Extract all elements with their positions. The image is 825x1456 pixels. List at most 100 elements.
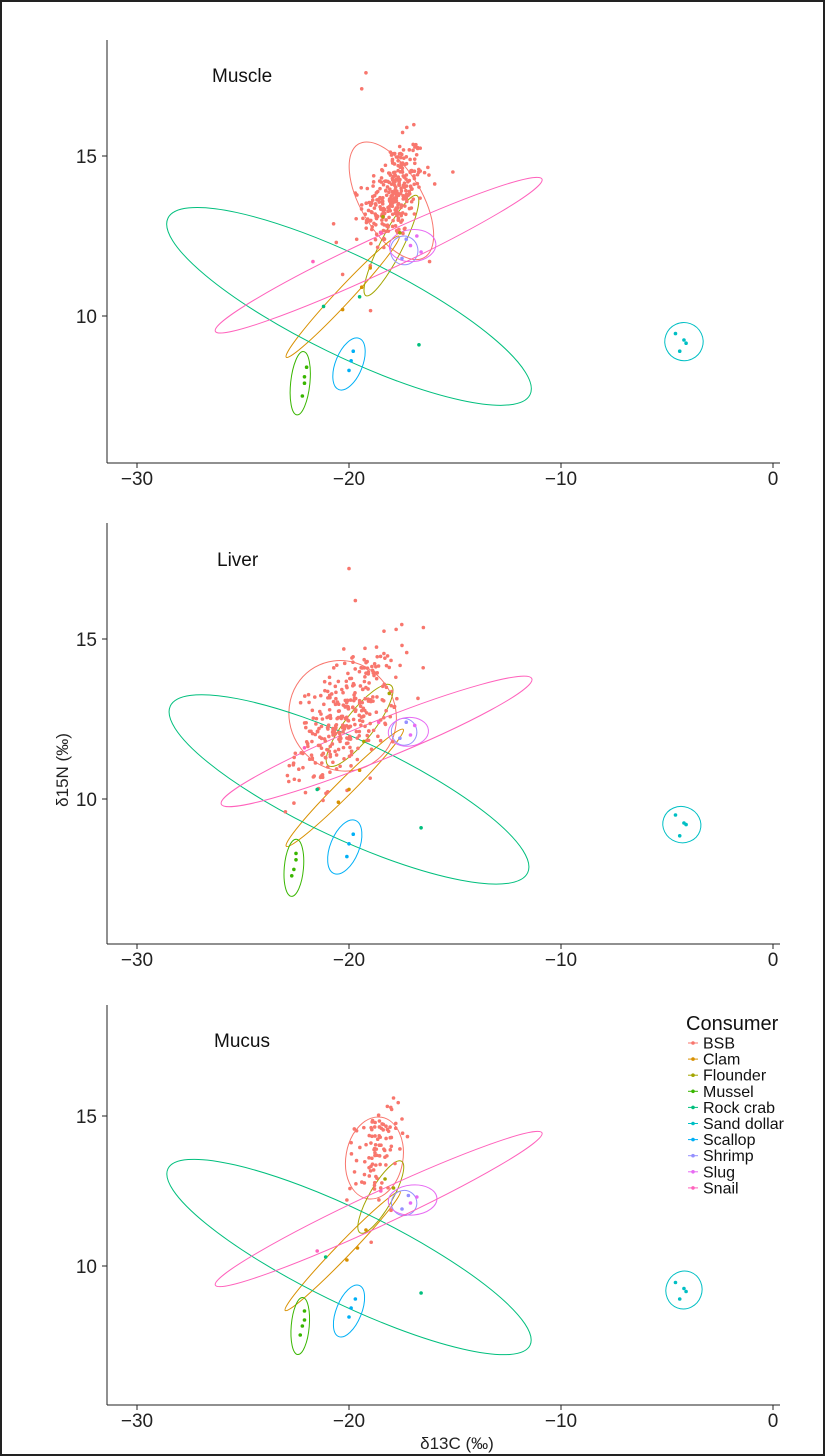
point-scallop [347, 842, 351, 846]
point-slug [419, 250, 423, 254]
legend-key-dot [691, 1153, 695, 1158]
point-bsb [404, 192, 409, 197]
point-bsb [427, 259, 432, 264]
point-bsb [348, 736, 353, 740]
ellipse-sand-dollar [664, 322, 704, 362]
point-bsb [399, 213, 404, 218]
point-bsb [383, 1155, 387, 1160]
legend-item: Shrimp [688, 1148, 754, 1165]
point-bsb [380, 202, 385, 206]
point-bsb [375, 1137, 380, 1142]
point-bsb [402, 185, 407, 190]
point-bsb [345, 685, 349, 690]
point-bsb [374, 676, 379, 681]
point-bsb [334, 663, 339, 667]
point-bsb [334, 725, 338, 730]
point-clam [364, 1228, 368, 1232]
point-bsb [363, 212, 368, 217]
point-bsb [374, 232, 379, 237]
point-bsb [353, 598, 358, 603]
point-sand-dollar [684, 341, 688, 346]
point-rock-crab [323, 1255, 328, 1259]
point-scallop [349, 1306, 353, 1310]
point-sand-dollar [673, 813, 678, 817]
point-mussel [298, 1333, 303, 1337]
point-bsb [365, 733, 370, 738]
point-bsb [370, 1134, 374, 1139]
point-bsb [357, 698, 362, 703]
point-bsb [377, 179, 382, 183]
point-bsb [384, 193, 389, 198]
point-bsb [376, 1113, 381, 1117]
panel-label: Muscle [212, 66, 272, 87]
legend-title: Consumer [686, 1013, 779, 1035]
point-bsb [387, 204, 392, 209]
point-bsb [372, 671, 377, 675]
point-bsb [392, 704, 397, 709]
point-bsb [333, 684, 338, 689]
point-bsb [399, 186, 403, 191]
point-bsb [373, 237, 378, 242]
point-bsb [344, 679, 349, 684]
point-bsb [368, 776, 373, 780]
point-bsb [374, 645, 379, 649]
point-bsb [378, 1162, 382, 1167]
point-bsb [336, 747, 341, 752]
x-tick-label: 0 [768, 469, 779, 490]
point-bsb [314, 722, 318, 726]
point-bsb [367, 681, 371, 685]
point-bsb [358, 684, 363, 688]
point-bsb [361, 714, 366, 718]
legend-key-dot [691, 1137, 695, 1142]
ellipse-flounder [357, 1160, 405, 1234]
point-bsb [374, 203, 378, 207]
point-bsb [362, 1159, 367, 1164]
point-bsb [387, 190, 391, 195]
x-tick-label: −10 [545, 469, 577, 490]
point-bsb [390, 204, 395, 209]
point-bsb [321, 751, 326, 756]
point-bsb [404, 155, 409, 159]
point-bsb [331, 666, 336, 670]
point-scallop [351, 832, 356, 836]
point-bsb [396, 158, 400, 163]
point-scallop [353, 1297, 358, 1301]
point-bsb [393, 223, 398, 228]
point-bsb [403, 226, 407, 231]
point-bsb [352, 698, 356, 703]
point-bsb [388, 150, 393, 154]
point-bsb [357, 729, 362, 734]
point-bsb [393, 170, 397, 175]
point-bsb [397, 144, 402, 149]
point-sand-dollar [673, 331, 678, 336]
legend-key-dot [691, 1073, 695, 1077]
point-bsb [359, 87, 364, 91]
point-bsb [349, 1152, 354, 1156]
point-bsb [335, 700, 340, 704]
point-bsb [391, 179, 396, 184]
point-bsb [372, 193, 377, 198]
point-bsb [379, 176, 384, 180]
legend-label: Snail [703, 1180, 739, 1197]
point-sand-dollar [677, 349, 682, 354]
point-bsb [304, 739, 309, 744]
point-bsb [303, 725, 308, 730]
point-shrimp [398, 736, 402, 740]
point-bsb [413, 161, 417, 166]
point-bsb [389, 1105, 393, 1110]
point-clam [359, 285, 364, 290]
point-bsb [366, 697, 370, 701]
point-bsb [373, 212, 378, 216]
point-bsb [298, 700, 303, 705]
point-mussel [294, 851, 298, 856]
legend-item: Clam [688, 1052, 740, 1069]
point-bsb [383, 163, 388, 168]
point-bsb [324, 756, 328, 760]
ellipse-snail [214, 176, 543, 334]
point-flounder [387, 691, 392, 696]
point-bsb [326, 723, 331, 728]
point-bsb [382, 651, 386, 656]
point-bsb [344, 741, 349, 746]
legend-key-dot [691, 1089, 695, 1094]
point-bsb [422, 170, 427, 175]
